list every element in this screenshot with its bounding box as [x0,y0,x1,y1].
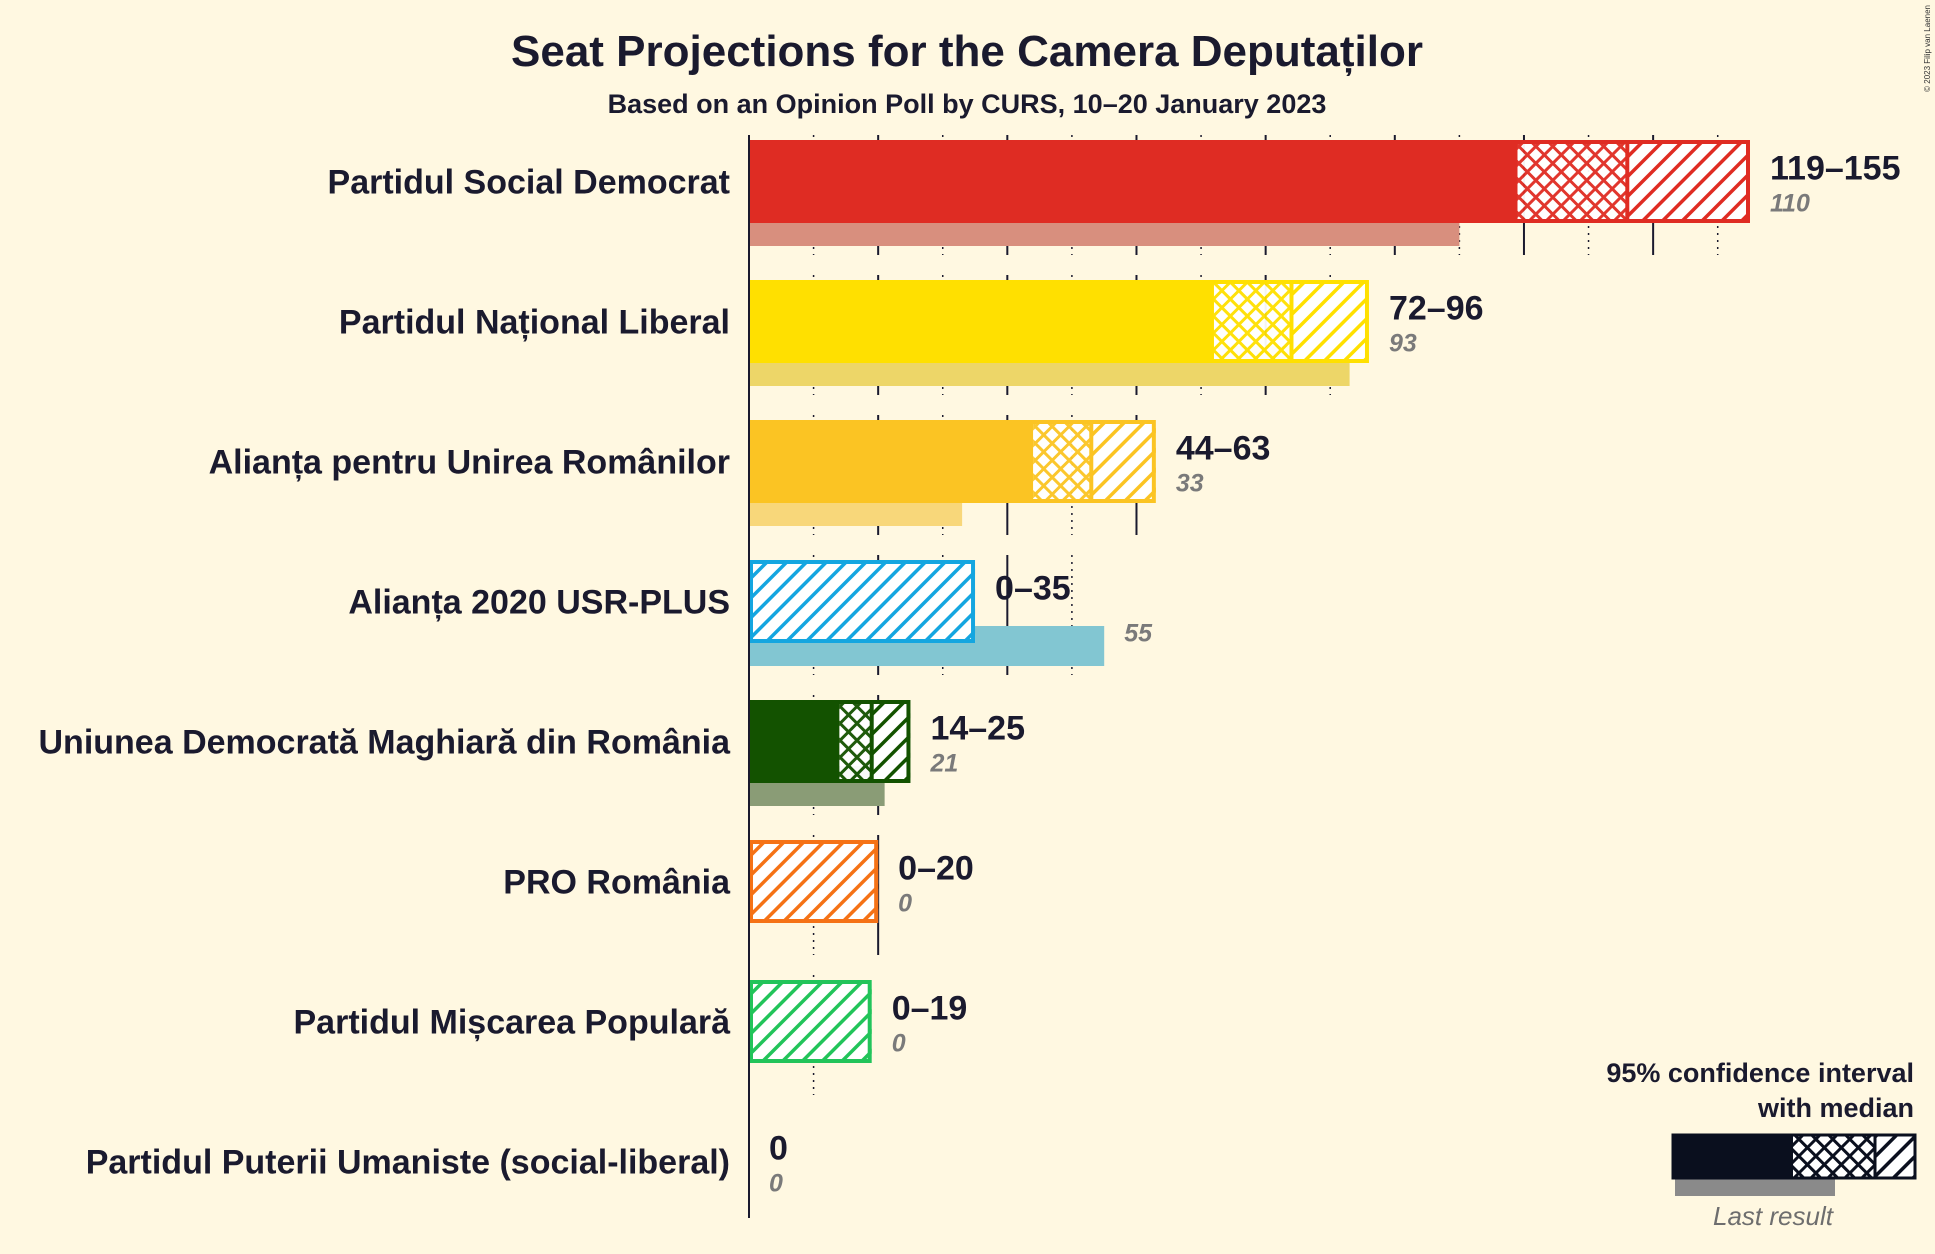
ci-upper-segment [1291,280,1369,363]
ci-upper-segment [871,700,911,783]
range-label: 0–35 [995,570,1071,608]
copyright-note: © 2023 Filip van Laenen [1923,5,1932,92]
legend-ci-upper [1875,1135,1915,1178]
last-result-label: 93 [1389,330,1417,358]
legend-solid-segment [1673,1135,1793,1178]
party-label-partidul-social-democrat: Partidul Social Democrat [328,164,730,202]
last-result-label: 0 [898,890,912,918]
range-label: 0–19 [892,990,968,1028]
last-result-label: 0 [769,1170,783,1198]
party-label-partidul-mi-carea-popular-: Partidul Mișcarea Populară [294,1004,732,1042]
solid-bar-segment [749,280,1214,363]
party-label-partidul-na-ional-liberal: Partidul Național Liberal [339,304,730,342]
range-label: 14–25 [930,710,1025,748]
last-result-label: 55 [1124,620,1153,648]
solid-bar-segment [749,420,1034,503]
ci-upper-segment [749,840,879,923]
bar-outline [749,840,879,923]
legend-outline [1671,1133,1917,1180]
range-label: 0 [769,1130,788,1168]
bar-outline [749,140,1750,223]
ci-lower-segment [1517,140,1628,223]
legend-ci-lower [1793,1135,1875,1178]
legend-title-line1: 95% confidence interval [1606,1058,1914,1088]
range-label: 44–63 [1176,430,1271,468]
range-label: 119–155 [1770,150,1901,188]
range-label: 72–96 [1389,290,1484,328]
last-result-label: 33 [1176,470,1204,498]
chart-subtitle: Based on an Opinion Poll by CURS, 10–20 … [608,89,1327,119]
party-label-pro-rom-nia: PRO România [503,864,731,902]
ci-lower-segment [839,700,872,783]
ci-upper-segment [749,560,976,643]
last-result-label: 110 [1770,190,1810,218]
bar-outline [749,700,911,783]
party-label-uniunea-democrat-maghiar-din-rom-nia: Uniunea Democrată Maghiară din România [39,724,732,762]
bar-outline [749,280,1369,363]
last-result-label: 21 [929,750,958,778]
chart-title: Seat Projections for the Camera Deputați… [511,27,1423,76]
ci-lower-segment [1213,280,1292,363]
range-label: 0–20 [898,850,974,888]
last-result-label: 0 [892,1030,906,1058]
bar-outline [749,420,1156,503]
ci-lower-segment [1033,420,1092,503]
party-label-alian-a-2020-usr-plus: Alianța 2020 USR-PLUS [348,584,730,622]
party-label-partidul-puterii-umaniste-social-liberal-: Partidul Puterii Umaniste (social-libera… [86,1144,730,1182]
bar-outline [749,560,976,643]
party-label-alian-a-pentru-unirea-rom-nilor: Alianța pentru Unirea Românilor [209,444,730,482]
legend-title-line2: with median [1757,1093,1914,1123]
solid-bar-segment [749,140,1518,223]
solid-bar-segment [749,700,840,783]
ci-upper-segment [1091,420,1156,503]
legend: 95% confidence interval with median Last… [1606,1058,1917,1231]
ci-upper-segment [1627,140,1750,223]
bar-outline [749,980,872,1063]
legend-last-result-label: Last result [1713,1201,1835,1231]
ci-upper-segment [749,980,872,1063]
